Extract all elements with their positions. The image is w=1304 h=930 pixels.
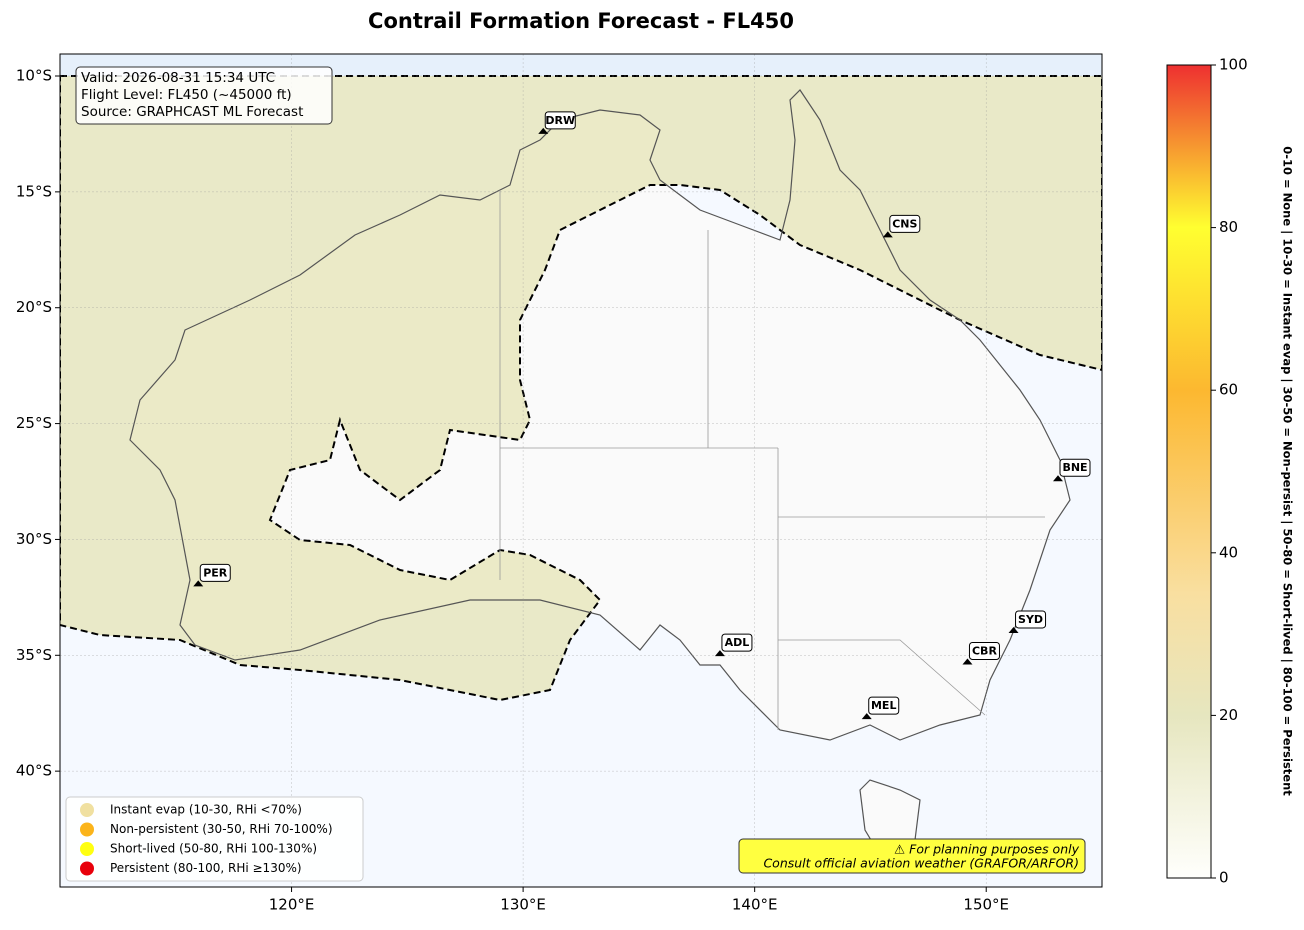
warning-frame <box>738 838 1086 874</box>
airport-label: DRW <box>545 114 575 127</box>
y-tick-label: 20°S <box>16 298 52 316</box>
legend-swatch <box>80 822 94 837</box>
y-tick-label: 25°S <box>16 414 52 432</box>
contrail-region <box>60 75 1102 702</box>
info-line: Flight Level: FL450 (~45000 ft) <box>81 87 292 103</box>
airport-marker <box>1008 626 1019 633</box>
airport-label: SYD <box>1018 613 1043 626</box>
state-borders <box>499 190 1045 730</box>
colorbar-tick-label: 80 <box>1219 218 1238 236</box>
y-tick-label: 10°S <box>16 67 52 85</box>
airport-label-box <box>1015 610 1047 629</box>
colorbar-tick-label: 0 <box>1219 869 1229 887</box>
y-tick-label: 15°S <box>16 182 52 200</box>
legend: Instant evap (10-30, RHi <70%) Non-persis… <box>65 796 364 882</box>
legend-swatch <box>80 803 94 817</box>
colorbar-tick-label: 60 <box>1219 381 1238 399</box>
airport-label-box <box>199 563 231 582</box>
legend-label: Persistent (80-100, RHi ≥130%) <box>110 861 302 875</box>
airport-marker <box>962 658 973 665</box>
y-tick-label: 35°S <box>16 646 52 664</box>
legend-swatch <box>80 842 94 856</box>
airport-label: BNE <box>1062 461 1087 474</box>
legend-frame <box>65 796 364 882</box>
grid <box>60 54 1102 887</box>
airport-label: ADL <box>725 636 750 649</box>
airport-label-box <box>889 214 921 233</box>
warning-line: Consult official aviation weather (GRAFO… <box>763 856 1079 871</box>
airport-label-box <box>968 641 1000 660</box>
airport-marker <box>193 580 204 587</box>
airport-marker <box>538 127 549 134</box>
airport-marker <box>1053 475 1064 482</box>
axes-frame <box>59 53 1103 888</box>
airport-label: CNS <box>892 217 917 230</box>
warning-box: ⚠ For planning purposes only Consult off… <box>738 838 1086 874</box>
x-tick-label: 140°E <box>732 896 778 914</box>
info-line: Valid: 2026-08-31 15:34 UTC <box>81 70 275 86</box>
airport-label-box <box>868 696 900 715</box>
colorbar-tick-label: 20 <box>1219 706 1238 724</box>
legend-label: Short-lived (50-80, RHi 100-130%) <box>110 842 317 856</box>
y-tick-label: 30°S <box>16 530 52 548</box>
legend-swatch <box>80 861 94 876</box>
airport-label: PER <box>203 566 228 579</box>
info-box: Valid: 2026-08-31 15:34 UTC Flight Level… <box>75 66 333 125</box>
info-frame <box>75 66 333 125</box>
info-line: Source: GRAPHCAST ML Forecast <box>81 104 303 120</box>
airport-marker <box>714 650 725 657</box>
colorbar <box>1166 64 1212 879</box>
airport-label-box <box>1059 458 1091 477</box>
map-area <box>60 54 1102 887</box>
legend-label: Instant evap (10-30, RHi <70%) <box>110 803 302 817</box>
y-tick-label: 40°S <box>16 762 52 780</box>
x-tick-label: 150°E <box>963 896 1009 914</box>
x-tick-label: 120°E <box>269 896 315 914</box>
airport-label: MEL <box>871 699 896 712</box>
airport-marker <box>882 231 893 238</box>
colorbar-tick-label: 40 <box>1219 543 1238 561</box>
airport-label: CBR <box>972 644 997 657</box>
x-tick-label: 130°E <box>500 896 546 914</box>
title: Contrail Formation Forecast - FL450 <box>368 9 794 33</box>
airport-label-box <box>544 111 576 130</box>
airport-marker <box>861 713 872 720</box>
colorbar-tick-label: 100 <box>1219 56 1248 74</box>
legend-label: Non-persistent (30-50, RHi 70-100%) <box>110 822 333 836</box>
colorbar-label: 0-10 = None | 10-30 = Instant evap | 30-… <box>1281 146 1295 796</box>
airport-label-box <box>721 633 753 652</box>
warning-line: ⚠ For planning purposes only <box>894 842 1080 857</box>
